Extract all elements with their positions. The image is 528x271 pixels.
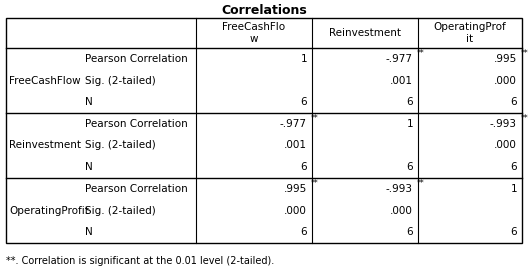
Text: .000: .000: [390, 205, 413, 215]
Text: .000: .000: [494, 76, 517, 85]
Text: Pearson Correlation: Pearson Correlation: [85, 54, 188, 64]
Text: **: **: [521, 49, 528, 58]
Text: **: **: [417, 179, 425, 188]
Text: 6: 6: [300, 227, 307, 237]
Text: 1: 1: [300, 54, 307, 64]
Text: 6: 6: [511, 162, 517, 172]
Text: 1: 1: [407, 119, 413, 129]
Text: 6: 6: [300, 97, 307, 107]
Text: OperatingProf
it: OperatingProf it: [433, 22, 506, 44]
Text: 6: 6: [511, 97, 517, 107]
Text: **: **: [311, 179, 319, 188]
Text: .995: .995: [494, 54, 517, 64]
Text: FreeCashFlow: FreeCashFlow: [9, 76, 81, 85]
Text: 6: 6: [407, 162, 413, 172]
Text: Correlations: Correlations: [221, 4, 307, 17]
Text: Reinvestment: Reinvestment: [329, 28, 401, 38]
Text: 6: 6: [407, 97, 413, 107]
Text: N: N: [85, 162, 93, 172]
Text: .001: .001: [390, 76, 413, 85]
Text: Pearson Correlation: Pearson Correlation: [85, 119, 188, 129]
Text: -.977: -.977: [280, 119, 307, 129]
Text: FreeCashFlo
w: FreeCashFlo w: [222, 22, 286, 44]
Text: **: **: [521, 114, 528, 123]
Text: N: N: [85, 227, 93, 237]
Text: -.993: -.993: [386, 184, 413, 194]
Text: Sig. (2-tailed): Sig. (2-tailed): [85, 140, 156, 150]
Text: 6: 6: [300, 162, 307, 172]
Text: **: **: [311, 114, 319, 123]
Bar: [6, 18, 522, 243]
Text: OperatingProfit: OperatingProfit: [9, 205, 89, 215]
Text: 6: 6: [511, 227, 517, 237]
Text: N: N: [85, 97, 93, 107]
Text: .000: .000: [284, 205, 307, 215]
Text: 1: 1: [511, 184, 517, 194]
Text: .001: .001: [284, 140, 307, 150]
Text: Sig. (2-tailed): Sig. (2-tailed): [85, 205, 156, 215]
Text: Reinvestment: Reinvestment: [9, 140, 81, 150]
Text: -.977: -.977: [386, 54, 413, 64]
Text: Pearson Correlation: Pearson Correlation: [85, 184, 188, 194]
Text: **. Correlation is significant at the 0.01 level (2-tailed).: **. Correlation is significant at the 0.…: [6, 256, 274, 266]
Text: -.993: -.993: [490, 119, 517, 129]
Text: .000: .000: [494, 140, 517, 150]
Text: 6: 6: [407, 227, 413, 237]
Text: **: **: [417, 49, 425, 58]
Text: Sig. (2-tailed): Sig. (2-tailed): [85, 76, 156, 85]
Text: .995: .995: [284, 184, 307, 194]
